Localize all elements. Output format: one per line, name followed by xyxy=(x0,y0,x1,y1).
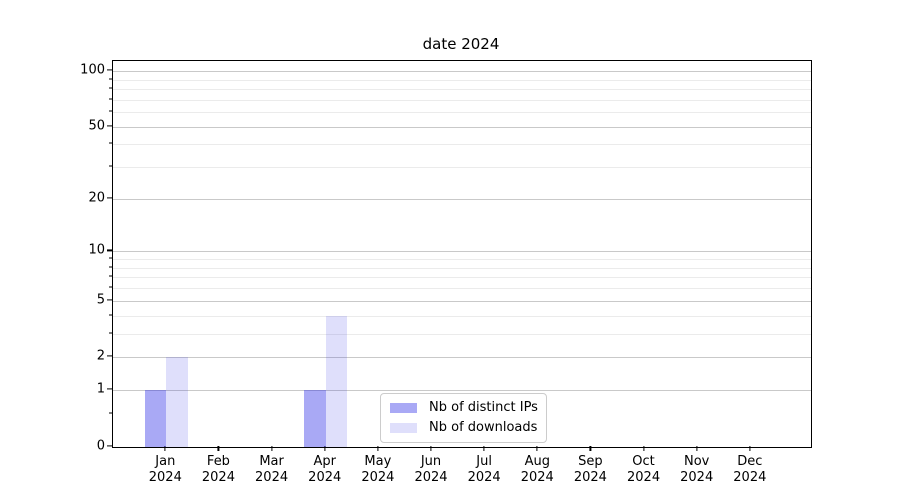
y-tick-mark xyxy=(107,355,112,357)
minor-gridline xyxy=(113,79,811,81)
x-tick-mark xyxy=(270,445,273,451)
major-gridline xyxy=(113,390,811,392)
x-tick-mark xyxy=(589,445,591,451)
x-tick-label: Apr 2024 xyxy=(308,453,342,485)
major-gridline xyxy=(113,357,811,359)
y-minor-tick-mark xyxy=(109,165,112,167)
y-minor-tick-mark xyxy=(109,142,112,144)
y-minor-tick-mark xyxy=(109,332,112,334)
y-tick-mark xyxy=(107,249,112,252)
minor-gridline xyxy=(113,112,811,114)
x-tick-mark xyxy=(324,445,326,451)
legend-swatch-distinct-ips xyxy=(390,402,417,413)
x-tick-label: May 2024 xyxy=(361,453,395,485)
minor-gridline xyxy=(113,89,811,90)
y-minor-tick-mark xyxy=(109,412,112,413)
y-tick-label: 10 xyxy=(88,242,105,258)
plot-area: Nb of distinct IPs Nb of downloads xyxy=(112,59,812,448)
y-tick-mark xyxy=(107,125,112,127)
y-minor-tick-mark xyxy=(109,78,112,80)
major-gridline xyxy=(113,300,811,302)
x-tick-label: Sep 2024 xyxy=(573,453,607,485)
y-tick-label: 2 xyxy=(96,348,105,364)
x-tick-label: Jun 2024 xyxy=(414,453,448,485)
major-gridline xyxy=(113,251,811,253)
minor-gridline xyxy=(113,333,811,335)
x-tick-mark xyxy=(696,445,698,451)
y-minor-tick-mark xyxy=(109,275,112,277)
y-tick-mark xyxy=(107,299,112,301)
x-tick-mark xyxy=(483,445,485,451)
legend-label-downloads: Nb of downloads xyxy=(429,419,538,435)
y-tick-mark xyxy=(107,444,112,447)
x-tick-mark xyxy=(430,445,432,451)
y-minor-tick-mark xyxy=(109,266,112,268)
y-tick-label: 100 xyxy=(80,62,105,78)
y-minor-tick-mark xyxy=(109,110,112,112)
minor-gridline xyxy=(113,277,811,279)
minor-gridline xyxy=(113,167,811,169)
x-tick-mark xyxy=(749,445,751,451)
y-tick-mark xyxy=(107,388,112,390)
legend: Nb of distinct IPs Nb of downloads xyxy=(380,392,547,443)
minor-gridline xyxy=(113,267,811,269)
y-minor-tick-mark xyxy=(109,286,112,288)
major-gridline xyxy=(113,198,811,200)
y-tick-label: 20 xyxy=(88,190,105,206)
x-tick-mark xyxy=(164,445,166,451)
y-tick-label: 1 xyxy=(96,381,105,397)
x-tick-label: Nov 2024 xyxy=(680,453,714,485)
minor-gridline xyxy=(113,99,811,101)
y-tick-mark xyxy=(107,197,112,199)
x-tick-mark xyxy=(217,445,220,451)
minor-gridline xyxy=(113,315,811,317)
bar-apr-series0 xyxy=(304,390,326,447)
x-tick-mark xyxy=(536,445,538,451)
chart-title: date 2024 xyxy=(422,35,500,53)
minor-gridline xyxy=(113,259,811,261)
x-tick-label: Jan 2024 xyxy=(148,453,182,485)
x-tick-mark xyxy=(642,445,645,451)
legend-item-distinct-ips: Nb of distinct IPs xyxy=(390,399,538,415)
legend-label-distinct-ips: Nb of distinct IPs xyxy=(429,399,538,415)
y-tick-mark xyxy=(107,69,112,71)
legend-item-downloads: Nb of downloads xyxy=(390,419,538,435)
major-gridline xyxy=(113,71,811,73)
x-tick-label: Mar 2024 xyxy=(255,453,289,485)
y-minor-tick-mark xyxy=(109,87,112,89)
y-tick-label: 0 xyxy=(96,438,105,453)
legend-swatch-downloads xyxy=(390,422,417,433)
y-tick-label: 5 xyxy=(96,292,105,308)
x-tick-mark xyxy=(377,445,379,451)
y-minor-tick-mark xyxy=(109,314,112,316)
x-tick-label: Feb 2024 xyxy=(201,453,235,485)
minor-gridline xyxy=(113,288,811,290)
x-tick-label: Jul 2024 xyxy=(467,453,501,485)
x-tick-label: Aug 2024 xyxy=(520,453,554,485)
bar-jan-series1 xyxy=(166,357,188,447)
y-tick-label: 50 xyxy=(88,118,105,134)
y-minor-tick-mark xyxy=(109,257,112,259)
x-tick-label: Oct 2024 xyxy=(627,453,661,485)
major-gridline xyxy=(113,126,811,128)
minor-gridline xyxy=(113,144,811,146)
y-minor-tick-mark xyxy=(109,98,112,100)
bar-apr-series1 xyxy=(325,315,348,447)
bar-jan-series0 xyxy=(145,390,167,447)
x-tick-label: Dec 2024 xyxy=(733,453,767,485)
